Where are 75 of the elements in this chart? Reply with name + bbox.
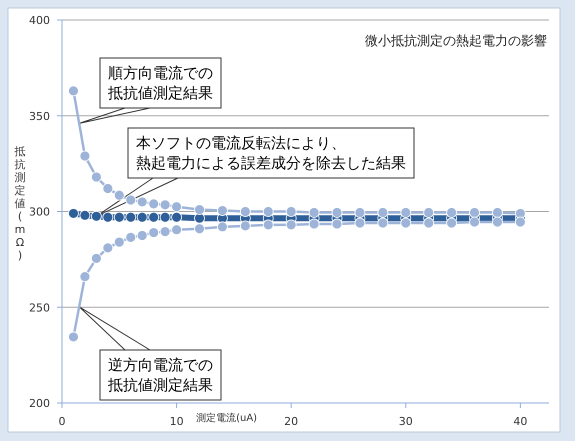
point [80,210,90,221]
point [125,212,136,223]
y-tick-label: 250 [29,301,50,314]
y-tick-label: 200 [29,397,50,410]
point [332,218,342,230]
point [354,218,366,228]
point [102,183,114,194]
point [377,218,388,228]
point [90,210,102,222]
point [286,206,297,217]
point [160,199,171,210]
point [148,198,160,210]
x-tick-label: 10 [170,415,184,428]
x-axis-title: 測定電流(uA) [196,412,258,424]
point [160,226,171,238]
point [194,223,205,234]
point [136,230,148,241]
point [354,207,366,218]
annotation: 本ソフトの電流反転法により、熱起電力による誤差成分を除去した結果 [136,134,406,172]
point [469,207,480,218]
point [217,221,228,232]
point [446,218,457,228]
point [136,212,148,223]
text: 微小抵抗測定の熱起電力の影響 [365,34,547,49]
point [148,227,160,238]
point [68,85,79,96]
point [90,172,102,182]
point [148,212,160,223]
point [446,207,457,218]
point [308,207,320,218]
point [332,207,342,218]
point [80,271,90,282]
annotation: 逆方向電流での抵抗値測定結果 [108,356,213,394]
point [217,205,228,216]
point [262,220,274,230]
point [171,224,182,236]
point [171,201,182,212]
point [160,212,171,223]
point [377,207,388,218]
point [492,216,503,228]
point [102,212,114,223]
y-tick-label: 350 [29,110,50,123]
point [194,204,205,215]
point [68,332,79,342]
point [125,232,136,243]
point [136,196,148,208]
point [240,206,251,217]
point [90,253,102,264]
point [68,208,79,219]
y-tick-label: 400 [29,14,50,27]
annotation: 順方向電流での抵抗値測定結果 [108,64,213,102]
point [114,236,125,248]
point [80,150,90,162]
point [114,212,125,223]
point [423,207,434,218]
text: 抵抗測定値(mΩ) [14,145,26,262]
point [125,194,136,206]
point [171,212,182,223]
x-tick-label: 0 [58,415,66,428]
point [102,242,114,254]
point [423,218,434,228]
x-tick-label: 40 [513,415,528,428]
point [469,216,480,228]
y-tick-label: 300 [29,206,50,218]
point [262,206,274,217]
point [400,218,412,228]
point [514,216,526,228]
point [308,218,320,230]
x-tick-label: 20 [284,415,298,428]
point [114,190,125,201]
point [400,207,412,218]
x-tick-label: 30 [398,415,413,428]
point [286,220,297,230]
point [492,207,503,218]
point [240,220,251,232]
